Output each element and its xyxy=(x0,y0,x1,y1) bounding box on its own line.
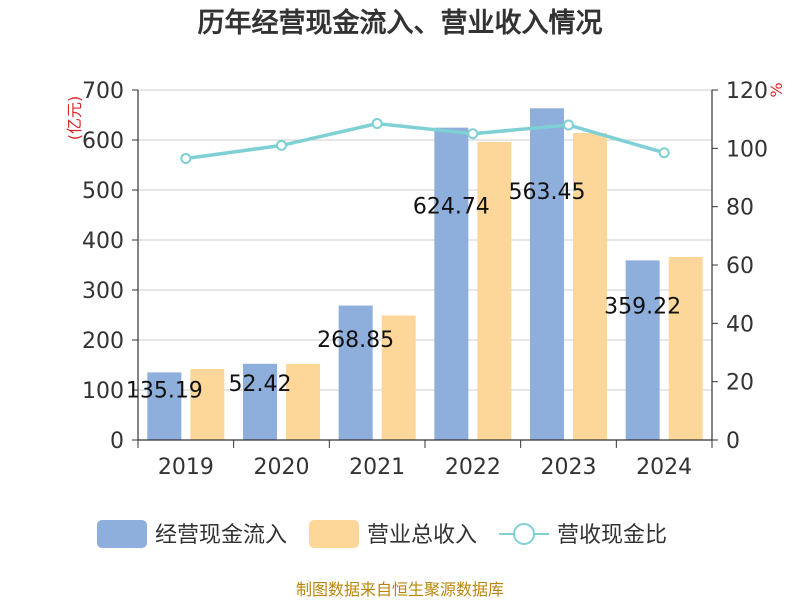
legend-label: 经营现金流入 xyxy=(155,523,287,548)
chart-title: 历年经营现金流入、营业收入情况 xyxy=(198,7,603,39)
revenue-bar xyxy=(573,133,607,440)
left-axis-tick-label: 400 xyxy=(82,229,124,254)
legend-item-1[interactable]: 经营现金流入 xyxy=(97,520,287,548)
x-axis-tick-label: 2022 xyxy=(445,455,501,480)
cash-inflow-data-label: 359.22 xyxy=(604,294,681,319)
ratio-point xyxy=(563,119,574,131)
cash-inflow-bar xyxy=(338,305,373,440)
ratio-point xyxy=(371,118,383,130)
cash-inflow-data-label: 268.85 xyxy=(317,328,394,353)
cash-inflow-data-label: 52.42 xyxy=(229,372,292,397)
source-note: 制图数据来自恒生聚源数据库 xyxy=(296,580,504,599)
bar-series xyxy=(147,108,703,441)
cash-inflow-data-label: 624.74 xyxy=(413,195,490,220)
legend-label: 营业总收入 xyxy=(367,523,477,548)
revenue-bar xyxy=(381,315,416,440)
ratio-point xyxy=(180,153,192,165)
left-axis-tick-label: 600 xyxy=(82,129,124,154)
right-axis-tick-label: 40 xyxy=(726,312,754,337)
x-axis-tick-label: 2019 xyxy=(158,455,214,480)
cash-inflow-bar xyxy=(530,108,564,441)
grid-lines xyxy=(138,89,712,391)
right-axis-unit: % xyxy=(767,82,786,97)
axes: 0 100 200 300 400 500 600 700 0 20 40 60 80 100 120 201… xyxy=(82,79,768,480)
left-axis-tick-label: 200 xyxy=(82,329,124,354)
left-axis-tick-label: 300 xyxy=(82,279,124,304)
left-axis-tick-label: 500 xyxy=(82,179,124,204)
left-axis-tick-label: 0 xyxy=(110,429,124,454)
ratio-point xyxy=(467,128,479,140)
x-axis-tick-label: 2024 xyxy=(636,455,692,480)
right-axis-tick-label: 0 xyxy=(726,429,740,454)
cash-inflow-data-label: 135.19 xyxy=(126,378,203,403)
x-axis-tick-label: 2023 xyxy=(541,455,597,480)
cash-inflow-bar xyxy=(147,372,182,440)
cash-inflow-data-label: 563.45 xyxy=(509,180,586,205)
legend-marker xyxy=(513,523,536,545)
right-axis-tick-label: 100 xyxy=(726,137,768,162)
legend-item-2[interactable]: 营业总收入 xyxy=(309,520,477,548)
right-axis-tick-label: 120 xyxy=(726,79,768,104)
revenue-bar xyxy=(477,142,512,440)
ratio-point xyxy=(658,147,670,159)
ratio-line xyxy=(185,121,665,161)
cash-inflow-bar xyxy=(243,363,277,440)
right-axis-tick-label: 20 xyxy=(726,371,754,396)
revenue-bar xyxy=(668,257,703,440)
left-axis-tick-label: 100 xyxy=(82,379,124,404)
x-axis-tick-label: 2020 xyxy=(254,455,310,480)
legend[interactable]: 经营现金流入 营业总收入 营收现金比 xyxy=(97,520,667,548)
legend-item-3[interactable]: 营收现金比 xyxy=(499,523,667,548)
revenue-bar xyxy=(190,369,225,440)
legend-label: 营收现金比 xyxy=(557,523,667,548)
ratio-point xyxy=(276,139,287,151)
left-axis-tick-label: 700 xyxy=(82,79,124,104)
legend-swatch xyxy=(309,520,360,548)
ratio-line-series xyxy=(180,118,670,165)
revenue-bar xyxy=(286,364,320,440)
bar-data-labels: 135.19 52.42 268.85 624.74 563.45 359.22 xyxy=(126,180,681,403)
left-axis-unit: (亿元) xyxy=(65,96,84,141)
right-axis-tick-label: 80 xyxy=(726,196,754,221)
legend-swatch xyxy=(97,520,147,548)
cash-inflow-bar xyxy=(625,260,660,440)
cash-inflow-bar xyxy=(434,127,469,440)
right-axis-tick-label: 60 xyxy=(726,254,754,279)
x-axis-tick-label: 2021 xyxy=(349,455,405,480)
